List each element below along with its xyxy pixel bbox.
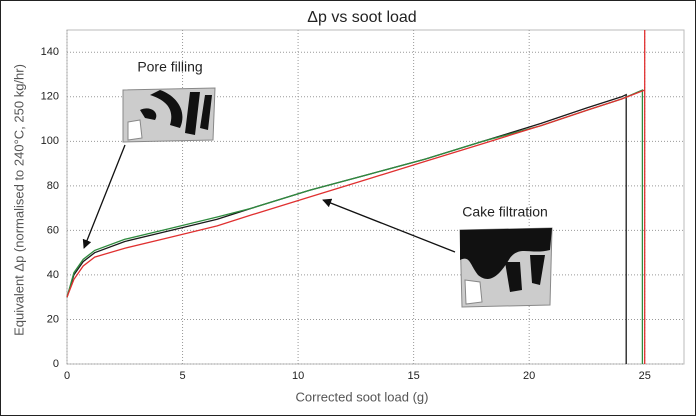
y-tick-label: 40 bbox=[47, 269, 59, 281]
y-tick-label: 100 bbox=[41, 135, 59, 147]
x-axis-label: Corrected soot load (g) bbox=[296, 389, 429, 404]
y-tick-label: 120 bbox=[41, 91, 59, 103]
plot-area bbox=[66, 29, 685, 365]
x-tick-label: 20 bbox=[523, 370, 535, 382]
x-tick-label: 25 bbox=[639, 370, 651, 382]
pore-icon bbox=[122, 87, 216, 143]
x-tick-label: 15 bbox=[408, 370, 420, 382]
y-tick-label: 80 bbox=[47, 180, 59, 192]
y-tick-label: 20 bbox=[47, 313, 59, 325]
x-tick-label: 10 bbox=[292, 370, 304, 382]
x-tick-label: 5 bbox=[179, 370, 185, 382]
annotation: Pore filling bbox=[137, 59, 202, 75]
annotation: Cake filtration bbox=[462, 204, 548, 220]
cake-icon bbox=[459, 227, 553, 308]
series-line bbox=[66, 30, 646, 364]
arrow bbox=[82, 144, 126, 249]
arrow bbox=[322, 198, 456, 253]
y-tick-label: 140 bbox=[41, 46, 59, 58]
chart-title: Δp vs soot load bbox=[307, 9, 416, 26]
y-axis-label: Equivalent Δp (normalised to 240°C, 250 … bbox=[11, 64, 26, 336]
x-tick-label: 0 bbox=[64, 370, 70, 382]
y-tick-label: 0 bbox=[53, 358, 59, 370]
lines bbox=[66, 30, 646, 364]
y-tick-label: 60 bbox=[47, 224, 59, 236]
